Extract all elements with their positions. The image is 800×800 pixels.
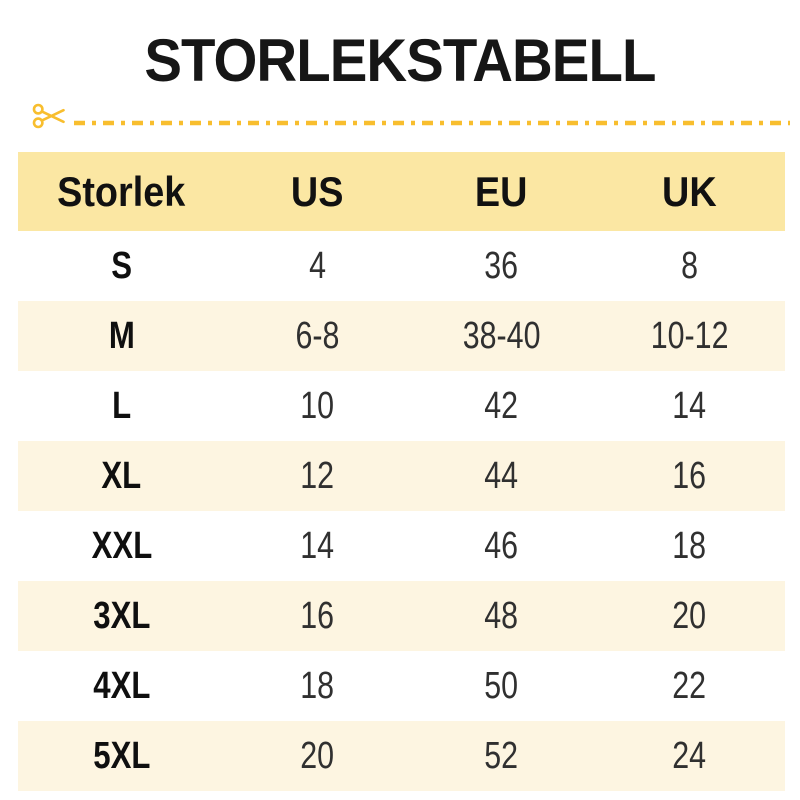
table-row: 3XL 16 48 20 bbox=[18, 581, 785, 651]
uk-cell: 18 bbox=[672, 524, 707, 567]
size-cell: 4XL bbox=[92, 664, 151, 707]
eu-cell: 50 bbox=[484, 664, 519, 707]
header-uk: UK bbox=[661, 167, 717, 215]
table-row: L 10 42 14 bbox=[18, 371, 785, 441]
table-row: XXL 14 46 18 bbox=[18, 511, 785, 581]
uk-cell: 14 bbox=[672, 384, 707, 427]
header-storlek: Storlek bbox=[57, 167, 186, 215]
header-eu: EU bbox=[474, 167, 528, 215]
size-cell: 5XL bbox=[92, 734, 151, 777]
eu-cell: 36 bbox=[484, 244, 519, 287]
uk-cell: 20 bbox=[672, 594, 707, 637]
header-row: Storlek US EU UK bbox=[18, 152, 785, 231]
eu-cell: 46 bbox=[484, 524, 519, 567]
table-row: XL 12 44 16 bbox=[18, 441, 785, 511]
us-cell: 14 bbox=[300, 524, 335, 567]
us-cell: 6-8 bbox=[295, 314, 340, 357]
page-title-text: STORLEKSTABELL bbox=[144, 27, 656, 94]
us-cell: 4 bbox=[308, 244, 326, 287]
size-cell: M bbox=[108, 314, 135, 357]
size-chart-table: Storlek US EU UK S 4 36 8 M 6-8 38-40 10… bbox=[18, 152, 785, 791]
eu-cell: 48 bbox=[484, 594, 519, 637]
table-row: M 6-8 38-40 10-12 bbox=[18, 301, 785, 371]
us-cell: 10 bbox=[300, 384, 335, 427]
uk-cell: 10-12 bbox=[650, 314, 728, 357]
table-row: 4XL 18 50 22 bbox=[18, 651, 785, 721]
us-cell: 18 bbox=[300, 664, 335, 707]
table-row: S 4 36 8 bbox=[18, 231, 785, 301]
us-cell: 20 bbox=[300, 734, 335, 777]
cut-here-divider bbox=[32, 101, 790, 135]
uk-cell: 24 bbox=[672, 734, 707, 777]
eu-cell: 44 bbox=[484, 454, 519, 497]
us-cell: 12 bbox=[300, 454, 335, 497]
size-cell: 3XL bbox=[92, 594, 151, 637]
uk-cell: 8 bbox=[680, 244, 698, 287]
eu-cell: 42 bbox=[484, 384, 519, 427]
size-cell: XXL bbox=[91, 524, 152, 567]
table-row: 5XL 20 52 24 bbox=[18, 721, 785, 791]
size-cell: S bbox=[111, 244, 132, 287]
eu-cell: 52 bbox=[484, 734, 519, 777]
scissors-icon bbox=[32, 100, 68, 137]
header-us: US bbox=[290, 167, 344, 215]
us-cell: 16 bbox=[300, 594, 335, 637]
size-cell: L bbox=[112, 384, 132, 427]
uk-cell: 22 bbox=[672, 664, 707, 707]
uk-cell: 16 bbox=[672, 454, 707, 497]
size-cell: XL bbox=[101, 454, 142, 497]
page-title: STORLEKSTABELL bbox=[0, 26, 800, 95]
eu-cell: 38-40 bbox=[462, 314, 541, 357]
dashed-line bbox=[74, 114, 790, 126]
